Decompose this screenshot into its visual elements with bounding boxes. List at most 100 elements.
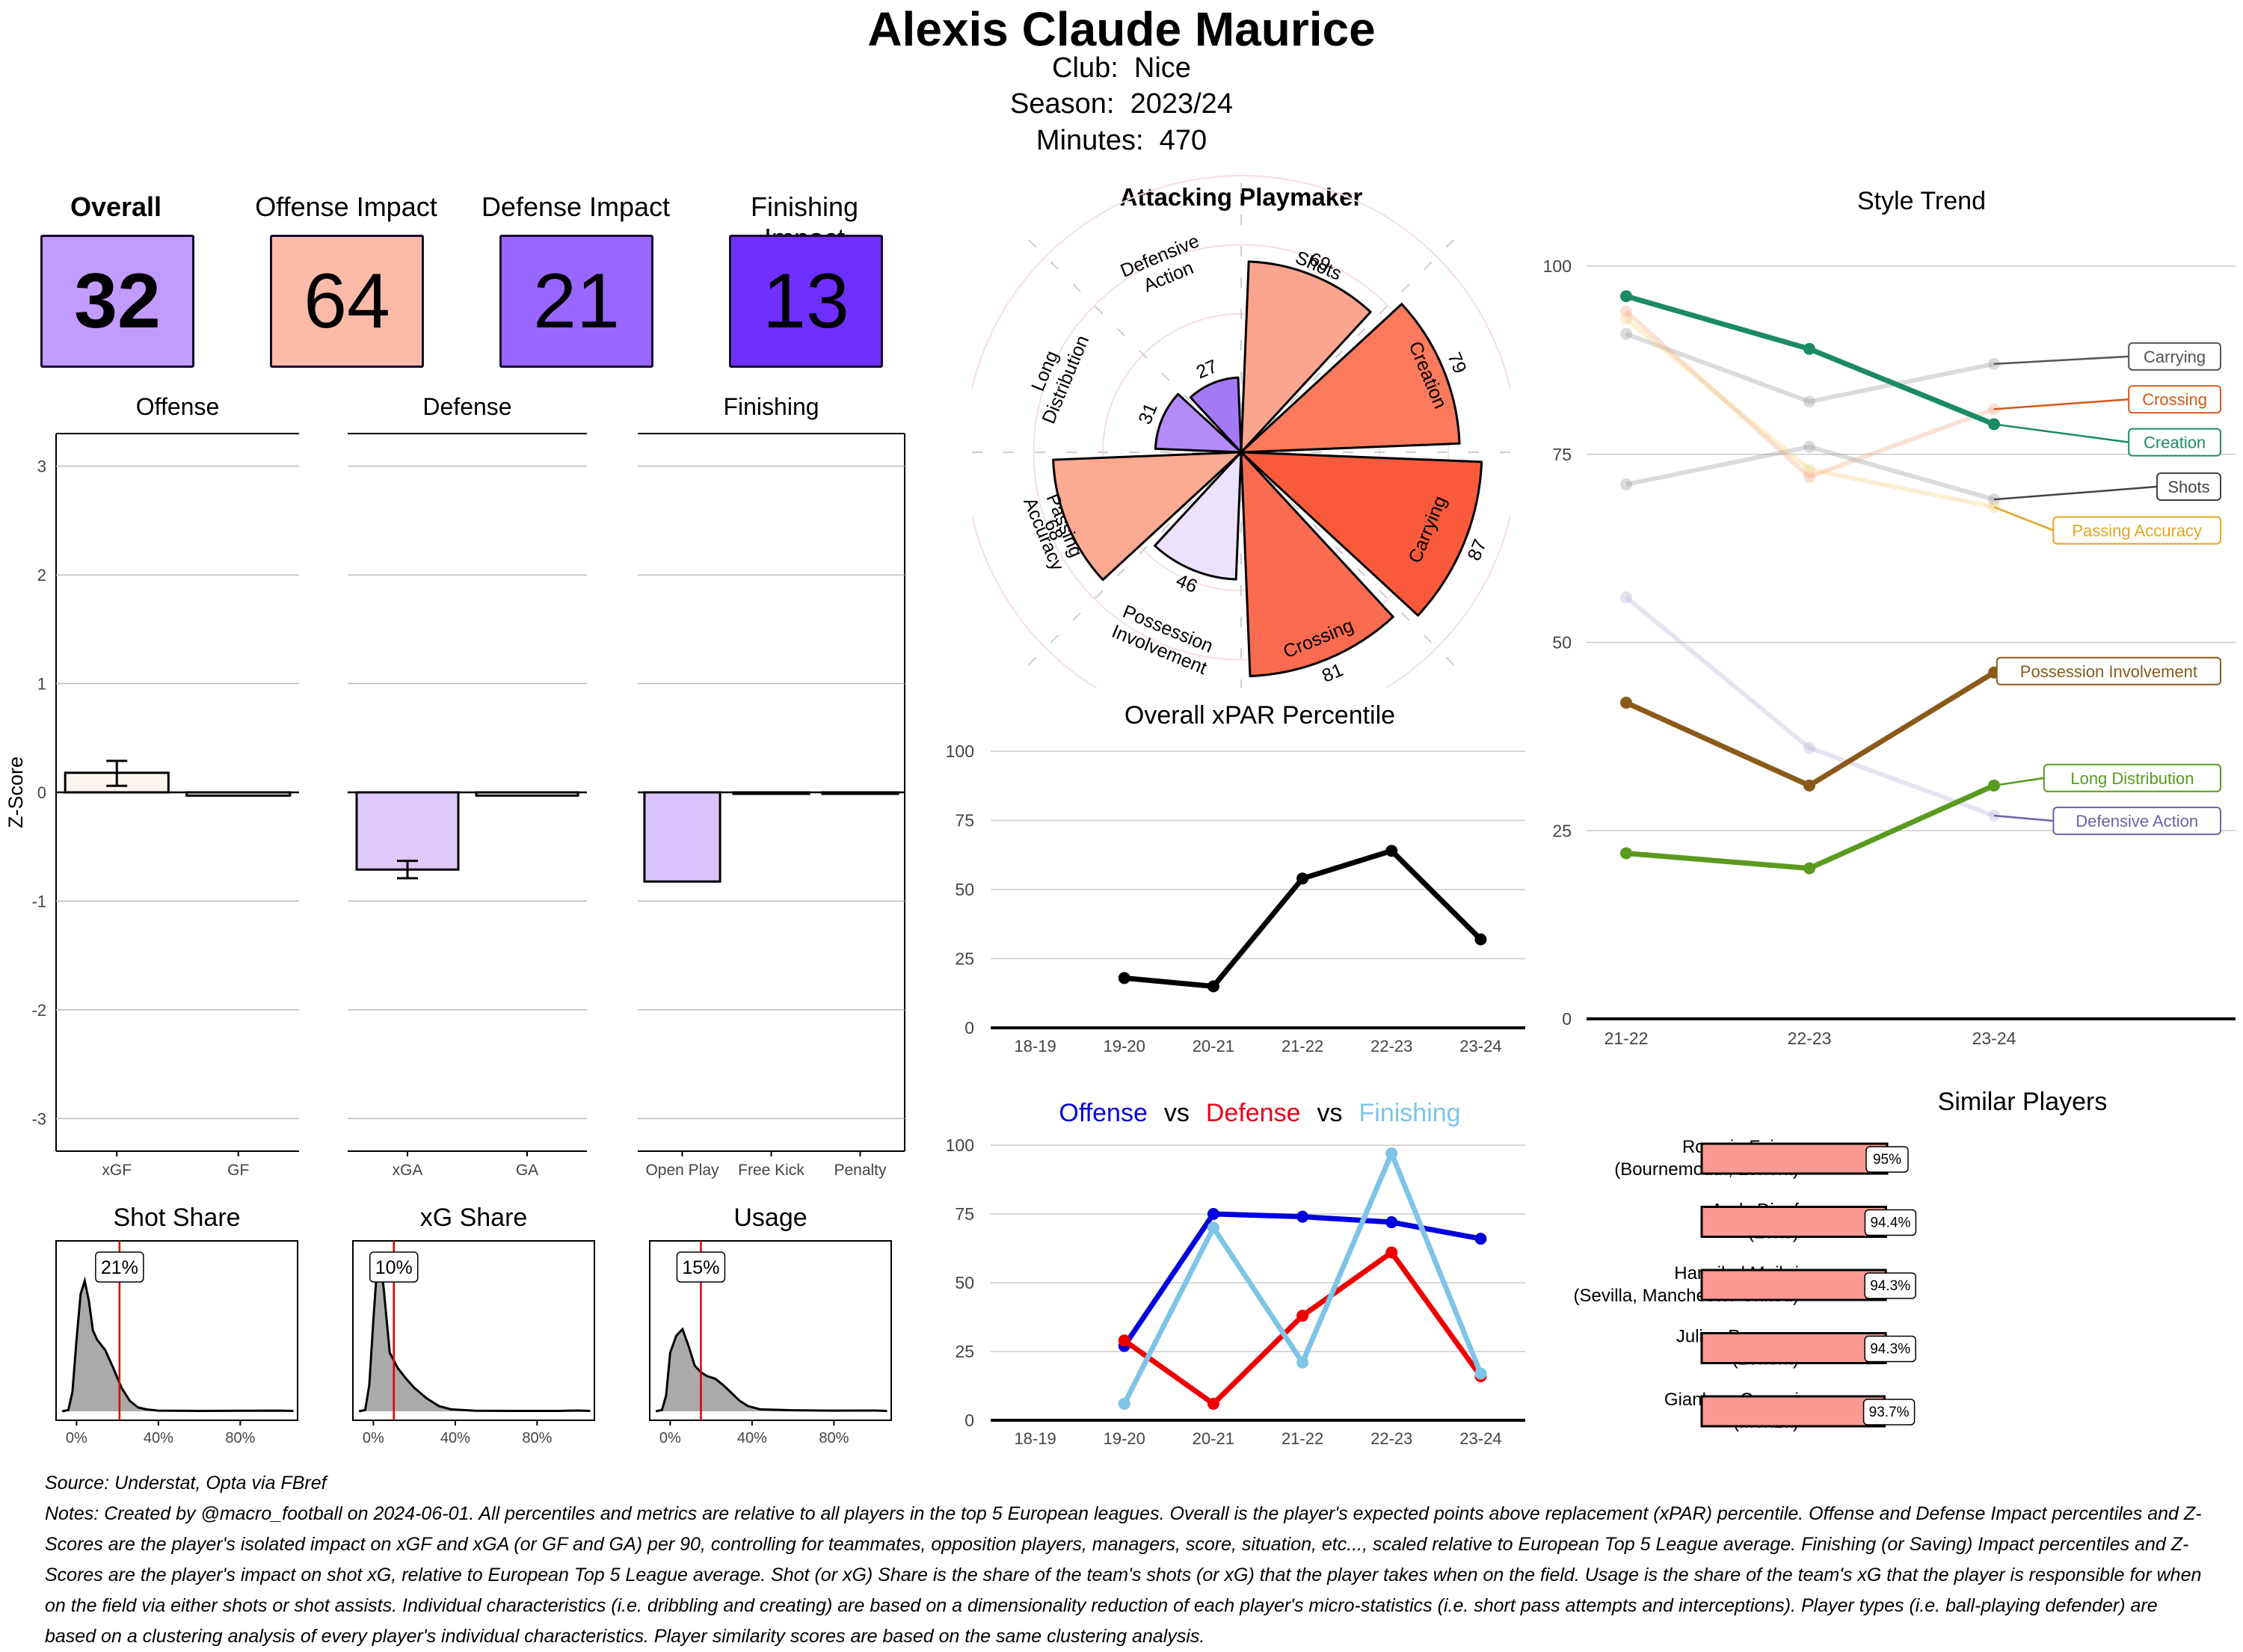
season-line: Season: 2023/24 <box>0 88 2243 120</box>
x-tick-label: GA <box>516 1162 538 1179</box>
density-area <box>656 1329 887 1411</box>
x-tick-label: 21-22 <box>1604 1029 1649 1048</box>
similarity-bar <box>1700 1332 1887 1364</box>
x-tick-label: 18-19 <box>1014 1037 1056 1055</box>
x-tick-label: 18-19 <box>1014 1429 1056 1448</box>
series-label: Creation <box>2144 434 2206 452</box>
radar-ring <box>1171 382 1311 523</box>
style-series-line <box>1625 783 1996 872</box>
kpi-tile-defense: 21 <box>499 235 653 368</box>
radar-ring <box>1033 244 1450 661</box>
share-panel-title: Shot Share <box>113 1203 240 1232</box>
share-density-charts: Shot Share 21% 0% 40% 80% xG Share 10% 0% 40% 80%… <box>55 1203 892 1446</box>
minutes-line: Minutes: 470 <box>0 125 2243 157</box>
y-tick-label: 0 <box>1562 1009 1572 1029</box>
x-tick-label: 22-23 <box>1370 1037 1412 1055</box>
style-data-point <box>1803 342 1815 355</box>
style-data-point <box>1620 697 1632 709</box>
style-data-point <box>1988 779 2000 792</box>
y-tick-label: 75 <box>1552 445 1572 464</box>
y-tick-label: 0 <box>37 783 46 802</box>
y-axis-label: Z-Score <box>4 756 27 828</box>
radar-wedge <box>1240 303 1461 454</box>
facet-title: Offense <box>136 393 219 420</box>
radar-value-label: 31 <box>1134 400 1162 427</box>
data-point <box>1385 1246 1398 1259</box>
y-tick-label: 25 <box>1552 821 1572 840</box>
series-line <box>1122 1211 1482 1348</box>
similarity-label-box <box>1862 1399 1916 1426</box>
x-tick-label: 0% <box>363 1430 384 1446</box>
radar-wedge <box>1154 451 1243 581</box>
style-data-point <box>1803 862 1815 875</box>
style-series-line <box>1625 317 1995 510</box>
data-point <box>1118 1397 1130 1410</box>
title-part: vs <box>1317 1099 1343 1127</box>
radar-wedge <box>1240 451 1483 617</box>
title-part: Offense <box>1059 1099 1147 1127</box>
data-point <box>1207 1221 1219 1234</box>
x-tick-label: 80% <box>225 1430 255 1446</box>
club-line: Club: Nice <box>0 52 2243 84</box>
y-tick-label: -1 <box>31 892 46 910</box>
series-label-box <box>2052 516 2222 545</box>
series-label: Carrying <box>2144 348 2206 366</box>
style-series-line <box>1625 670 1996 789</box>
similarity-bar <box>1700 1142 1889 1175</box>
style-radar-chart: Attacking Playmaker69Shots79Creation87Ca… <box>972 172 1510 688</box>
x-tick-label: 21-22 <box>1282 1429 1323 1448</box>
series-label: Long Distribution <box>2070 769 2194 788</box>
season-label: Season: <box>1010 88 1115 120</box>
similarity-bar <box>1700 1395 1886 1428</box>
radar-wedge <box>1240 451 1394 677</box>
impact-trend-title: Offense vs Defense vs Finishing <box>1059 1099 1460 1127</box>
data-point <box>1296 872 1309 885</box>
y-tick-label: 3 <box>37 457 46 476</box>
y-tick-label: 100 <box>946 1135 974 1155</box>
label-connector <box>1993 814 2054 822</box>
similarity-label-box <box>1865 1146 1909 1173</box>
radar-category-label: DefensiveAction <box>1118 230 1211 302</box>
label-connector <box>1993 777 2044 787</box>
style-data-point <box>1988 418 2000 431</box>
data-point <box>1207 1397 1219 1410</box>
x-tick-label: 0% <box>659 1430 681 1446</box>
x-tick-label: 0% <box>66 1430 87 1446</box>
label-connector <box>1993 506 2054 531</box>
style-data-point <box>1620 327 1632 340</box>
radar-value-label: 27 <box>1193 356 1220 383</box>
similarity-label: 95% <box>1873 1152 1901 1168</box>
style-data-point <box>1620 847 1632 860</box>
y-tick-label: -2 <box>31 1001 46 1020</box>
similarity-label: 94.3% <box>1870 1342 1910 1357</box>
data-point <box>1296 1310 1309 1322</box>
density-area <box>359 1254 591 1411</box>
radar-wedge <box>1154 392 1243 454</box>
share-panel-frame <box>55 1240 298 1421</box>
radar-spoke <box>1246 457 1464 675</box>
y-tick-label: 100 <box>1543 256 1572 276</box>
value-label-box <box>369 1251 419 1283</box>
similar-players-title: Similar Players <box>1938 1088 2108 1116</box>
series-label-box <box>2043 763 2221 792</box>
similarity-label: 94.4% <box>1870 1215 1910 1231</box>
density-line <box>61 1276 294 1413</box>
zscore-chart: Z-Score -3 -2 -1 0 1 2 3 Offense xGF GF Defense xGA G… <box>4 393 905 1179</box>
x-tick-label: 80% <box>819 1430 849 1446</box>
value-label: 21% <box>101 1257 138 1278</box>
similarity-bar <box>1700 1206 1887 1238</box>
label-connector <box>1993 485 2158 501</box>
x-tick-label: 40% <box>440 1430 470 1446</box>
similarity-label-box <box>1864 1335 1916 1363</box>
radar-wedge <box>1189 376 1243 454</box>
x-tick-label: Free Kick <box>738 1162 804 1179</box>
x-tick-label: 20-21 <box>1193 1429 1234 1448</box>
series-label: Crossing <box>2142 390 2207 409</box>
x-tick-label: 20-21 <box>1193 1037 1234 1055</box>
x-tick-label: 23-24 <box>1972 1029 2016 1048</box>
label-connector <box>1993 398 2129 410</box>
source-text: Source: Understat, Opta via FBref <box>45 1473 327 1494</box>
title-part: vs <box>1164 1099 1190 1127</box>
radar-category-label: PossessionInvolvement <box>1109 600 1219 679</box>
player-name: Alexis Claude Maurice <box>867 2 1376 56</box>
